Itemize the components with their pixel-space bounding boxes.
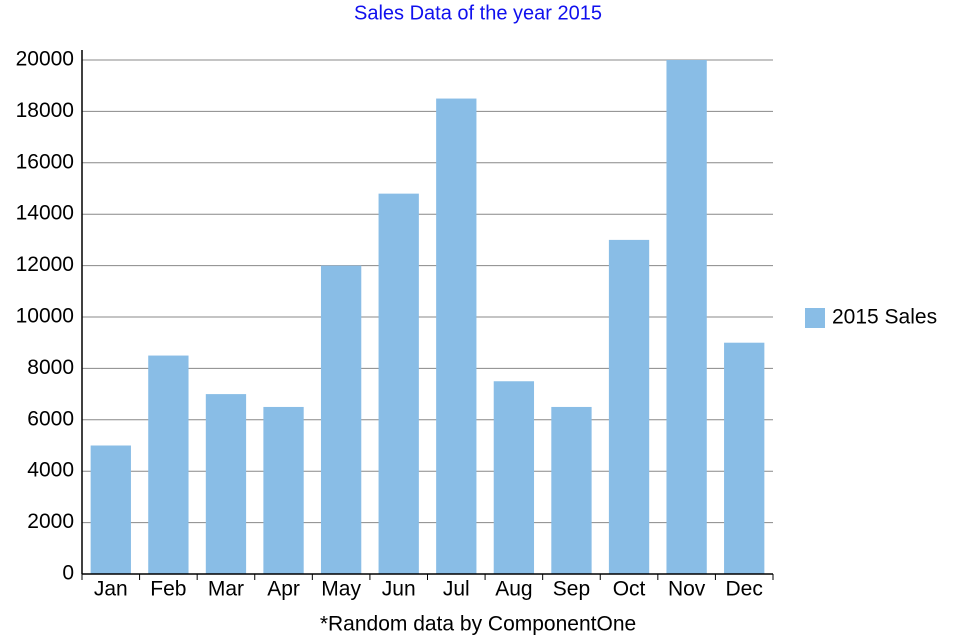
y-tick-label: 10000 xyxy=(16,305,74,328)
y-tick-label: 4000 xyxy=(27,459,74,482)
chart-title: Sales Data of the year 2015 xyxy=(354,2,602,24)
bar xyxy=(263,406,304,574)
bar xyxy=(205,394,247,574)
bar xyxy=(320,265,362,574)
bar xyxy=(724,342,765,574)
y-tick-label: 18000 xyxy=(16,99,74,122)
x-tick-label: Nov xyxy=(668,578,706,601)
x-tick-label: Dec xyxy=(726,578,763,601)
bar xyxy=(148,355,189,574)
x-tick-label: Mar xyxy=(208,578,244,601)
legend-swatch xyxy=(805,308,825,328)
bar xyxy=(551,406,592,574)
y-tick-label: 16000 xyxy=(16,150,74,173)
bar xyxy=(90,445,131,574)
annotation: *Random data by ComponentOne xyxy=(320,613,636,636)
x-tick-label: Jun xyxy=(382,578,416,601)
x-tick-label: Feb xyxy=(150,578,186,601)
x-tick-label: Jul xyxy=(443,578,470,601)
y-tick-label: 2000 xyxy=(27,510,74,533)
y-tick-label: 20000 xyxy=(16,48,74,71)
y-tick-label: 8000 xyxy=(27,356,74,379)
x-tick-label: Jan xyxy=(94,578,128,601)
bar xyxy=(666,60,707,574)
y-tick-label: 6000 xyxy=(27,407,74,430)
y-tick-label: 0 xyxy=(62,562,74,585)
bar xyxy=(378,193,419,574)
y-tick-label: 12000 xyxy=(16,253,74,276)
bar xyxy=(436,98,477,575)
x-tick-label: Oct xyxy=(613,578,646,601)
x-tick-label: May xyxy=(321,578,361,601)
bar xyxy=(608,239,650,574)
x-tick-label: Apr xyxy=(267,578,300,601)
legend-label: 2015 Sales xyxy=(832,306,937,329)
y-tick-label: 14000 xyxy=(16,202,74,225)
bar xyxy=(493,381,535,574)
x-tick-label: Aug xyxy=(495,578,532,601)
x-tick-label: Sep xyxy=(553,578,590,601)
